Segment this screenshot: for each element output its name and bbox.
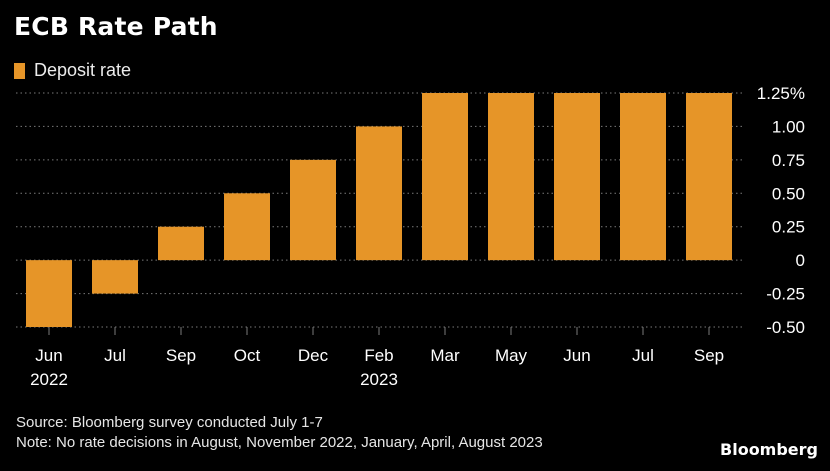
x-tick-label: Sep: [694, 346, 724, 365]
x-tick-label: Jul: [104, 346, 126, 365]
legend-swatch: [14, 62, 25, 79]
y-tick-label: 1.25%: [757, 84, 805, 103]
chart-title: ECB Rate Path: [14, 12, 218, 41]
bar: [224, 193, 270, 261]
bar: [356, 126, 402, 261]
bloomberg-logo: Bloomberg: [720, 440, 818, 459]
y-tick-label: 0.75: [772, 151, 805, 170]
y-tick-label: 1.00: [772, 117, 805, 136]
legend: Deposit rate: [14, 60, 131, 81]
x-year-label: 2022: [30, 370, 68, 389]
source-note: Source: Bloomberg survey conducted July …: [16, 414, 323, 431]
bar: [620, 93, 666, 261]
chart-footer: Source: Bloomberg survey conducted July …: [16, 413, 543, 453]
footnote: Note: No rate decisions in August, Novem…: [16, 434, 543, 451]
bar: [290, 159, 336, 261]
bar: [686, 93, 732, 261]
y-tick-label: -0.50: [766, 318, 805, 337]
bar: [554, 93, 600, 261]
legend-label: Deposit rate: [34, 60, 132, 80]
bar: [488, 93, 534, 261]
x-tick-label: Feb: [364, 346, 393, 365]
x-tick-label: Jun: [35, 346, 62, 365]
bar: [422, 93, 468, 261]
bar: [92, 260, 138, 294]
x-year-label: 2023: [360, 370, 398, 389]
x-tick-label: Dec: [298, 346, 329, 365]
x-tick-label: Oct: [234, 346, 261, 365]
bar: [158, 226, 204, 261]
y-tick-label: 0.50: [772, 184, 805, 203]
y-tick-label: 0: [796, 251, 805, 270]
bar: [26, 260, 72, 327]
x-tick-label: Jul: [632, 346, 654, 365]
x-tick-label: Sep: [166, 346, 196, 365]
y-tick-label: 0.25: [772, 218, 805, 237]
x-tick-label: May: [495, 346, 528, 365]
x-tick-label: Mar: [430, 346, 460, 365]
y-tick-label: -0.25: [766, 285, 805, 304]
x-tick-label: Jun: [563, 346, 590, 365]
